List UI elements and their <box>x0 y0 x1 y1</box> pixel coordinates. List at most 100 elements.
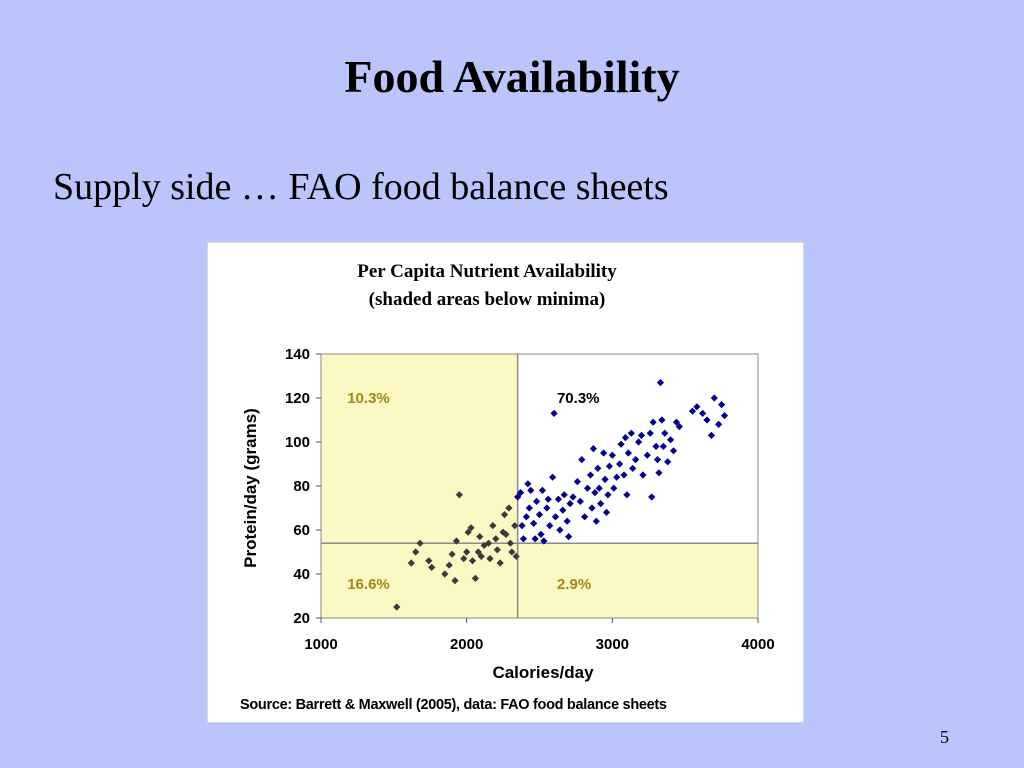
data-point <box>544 495 552 503</box>
data-point <box>624 449 632 457</box>
data-point <box>595 484 603 492</box>
data-point <box>460 555 468 563</box>
data-point <box>573 478 581 486</box>
data-point <box>489 522 497 530</box>
data-point <box>477 552 485 560</box>
data-point <box>463 548 471 556</box>
data-point <box>468 557 477 565</box>
data-point <box>646 429 654 437</box>
data-point <box>616 460 624 468</box>
data-point <box>508 548 516 556</box>
chart-source: Source: Barrett & Maxwell (2005), data: … <box>240 697 667 713</box>
data-point <box>632 456 640 464</box>
data-point <box>655 469 663 477</box>
y-tick-label: 120 <box>285 390 310 407</box>
data-point <box>605 462 614 470</box>
scatter-chart: Per Capita Nutrient Availability (shaded… <box>240 261 775 713</box>
data-point <box>703 416 711 424</box>
y-tick-label: 140 <box>285 346 310 363</box>
data-point <box>601 475 609 483</box>
chart-subtitle: (shaded areas below minima) <box>369 289 606 310</box>
chart-title: Per Capita Nutrient Availability <box>357 261 617 282</box>
data-point <box>627 429 635 437</box>
data-point <box>519 535 528 543</box>
data-point <box>720 412 729 420</box>
data-point <box>516 489 525 497</box>
data-point <box>486 555 494 563</box>
data-point <box>699 409 707 417</box>
shaded-regions <box>321 354 758 618</box>
data-point <box>532 497 541 505</box>
data-point <box>527 486 535 494</box>
data-point <box>588 504 596 512</box>
data-point <box>471 574 480 582</box>
data-point <box>546 522 554 530</box>
x-tick-label: 3000 <box>596 636 629 653</box>
data-point <box>537 530 545 538</box>
slide-subtitle: Supply side … FAO food balance sheets <box>53 166 669 208</box>
data-point <box>629 464 637 472</box>
data-point <box>715 420 723 428</box>
x-tick-label: 4000 <box>741 636 774 653</box>
data-point <box>512 552 520 560</box>
data-point <box>576 497 584 505</box>
data-point <box>610 484 618 492</box>
data-point <box>428 563 436 571</box>
data-point <box>474 548 482 556</box>
data-point <box>591 489 599 497</box>
data-point <box>554 495 563 503</box>
data-point <box>560 491 568 499</box>
page-number: 5 <box>940 727 949 747</box>
shade-low-protein <box>517 543 758 618</box>
x-tick-labels: 1000 2000 3000 4000 <box>304 636 774 653</box>
data-point <box>710 394 718 402</box>
data-point <box>538 486 547 494</box>
data-point <box>551 513 560 521</box>
data-point <box>653 456 662 464</box>
data-points <box>393 379 729 611</box>
data-point <box>493 546 501 554</box>
data-point <box>656 379 665 387</box>
data-point <box>602 508 611 516</box>
data-point <box>661 429 669 437</box>
data-point <box>634 438 643 446</box>
data-point <box>540 537 548 545</box>
data-point <box>492 535 500 543</box>
data-point <box>599 449 608 457</box>
data-point <box>476 533 484 541</box>
data-point <box>524 480 532 488</box>
data-point <box>586 471 595 479</box>
x-axis-label: Calories/day <box>492 663 594 682</box>
data-point <box>502 530 510 538</box>
data-point <box>620 471 628 479</box>
data-point <box>669 447 678 455</box>
data-point <box>565 533 573 541</box>
data-point <box>648 493 656 501</box>
shade-low-calories <box>321 354 518 618</box>
data-point <box>659 442 667 450</box>
data-point <box>500 511 509 519</box>
data-point <box>496 559 504 567</box>
data-point <box>549 473 557 481</box>
data-point <box>617 440 625 448</box>
x-tick-label: 2000 <box>450 636 483 653</box>
data-point <box>592 517 600 525</box>
data-point <box>563 517 571 525</box>
data-point <box>514 493 522 501</box>
data-point <box>675 423 683 431</box>
data-point <box>425 557 433 565</box>
data-point <box>566 500 574 508</box>
data-point <box>531 535 539 543</box>
data-point <box>717 401 726 409</box>
data-point <box>664 458 672 466</box>
data-point <box>543 504 551 512</box>
data-point <box>569 493 577 501</box>
data-point <box>578 456 586 464</box>
y-tick-labels: 140 120 100 80 60 40 20 <box>285 346 310 627</box>
data-point <box>658 416 666 424</box>
data-point <box>621 434 630 442</box>
quadrant-label-top-right: 70.3% <box>557 390 600 407</box>
data-point <box>505 504 513 512</box>
data-point <box>511 522 519 530</box>
data-point <box>652 442 660 450</box>
